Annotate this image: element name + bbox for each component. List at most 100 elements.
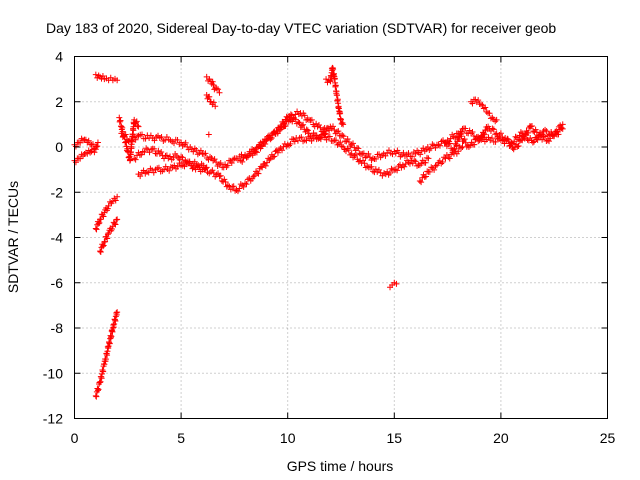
data-point	[281, 140, 288, 147]
series-deep-neg	[92, 309, 121, 400]
data-point	[257, 139, 264, 146]
data-point	[163, 152, 170, 159]
data-point	[213, 85, 220, 92]
data-point	[481, 131, 488, 138]
data-point	[398, 164, 405, 171]
data-point	[129, 138, 136, 145]
series-spike-12	[323, 64, 347, 128]
data-point	[137, 173, 144, 180]
data-point	[85, 137, 92, 144]
data-point	[348, 141, 355, 148]
plot-frame	[74, 56, 608, 419]
data-point	[483, 108, 490, 115]
data-point	[365, 150, 372, 157]
data-point	[174, 136, 181, 143]
x-axis-label: GPS time / hours	[287, 458, 394, 474]
data-point	[467, 142, 474, 149]
data-point	[330, 138, 337, 145]
data-point	[129, 131, 136, 138]
data-point	[94, 139, 101, 146]
data-point	[416, 162, 423, 169]
data-point	[554, 128, 561, 135]
data-point	[435, 141, 442, 148]
data-point	[335, 128, 342, 135]
y-tick-label: -4	[51, 230, 64, 246]
data-point	[179, 154, 186, 161]
series-lower-band	[131, 130, 432, 195]
y-tick-label: -6	[51, 275, 64, 291]
data-point	[132, 119, 139, 126]
data-point	[482, 104, 489, 111]
data-point	[286, 116, 293, 123]
data-point	[351, 152, 358, 159]
data-point	[323, 76, 330, 83]
data-point	[127, 149, 134, 156]
data-point	[94, 387, 101, 394]
y-axis-label: SDTVAR / TECUs	[5, 181, 21, 293]
data-point	[337, 139, 344, 146]
data-point	[392, 166, 399, 173]
data-point	[355, 145, 362, 152]
data-point	[424, 143, 431, 150]
data-point	[340, 133, 347, 140]
data-point	[453, 150, 460, 157]
data-point	[97, 378, 104, 385]
data-point	[112, 197, 119, 204]
data-point	[209, 167, 216, 174]
data-point	[425, 155, 432, 162]
data-point	[373, 155, 380, 162]
data-point	[174, 163, 181, 170]
data-point	[388, 165, 395, 172]
data-point	[105, 202, 112, 209]
series-outlier-15	[387, 279, 400, 291]
data-point	[107, 198, 114, 205]
data-point	[313, 120, 320, 127]
data-point	[308, 116, 315, 123]
data-point	[532, 126, 539, 133]
data-point	[326, 133, 333, 140]
data-point	[514, 143, 521, 150]
data-point	[517, 129, 524, 136]
data-point	[400, 149, 407, 156]
series-late-band	[442, 121, 566, 154]
data-point	[234, 156, 241, 163]
x-tick-label: 25	[600, 430, 616, 446]
data-point	[72, 159, 79, 166]
data-point	[132, 156, 139, 163]
data-point	[158, 133, 165, 140]
data-point	[313, 132, 320, 139]
y-tick-label: 2	[55, 94, 63, 110]
data-point	[221, 176, 228, 183]
data-point	[330, 123, 337, 130]
data-point	[250, 173, 257, 180]
data-point	[282, 122, 289, 129]
data-point	[230, 183, 237, 190]
data-point	[114, 309, 121, 316]
data-point	[295, 119, 302, 126]
data-point	[270, 129, 277, 136]
data-point	[303, 137, 310, 144]
data-point	[259, 164, 266, 171]
data-point	[553, 128, 560, 135]
data-point	[151, 137, 158, 144]
data-point	[212, 103, 219, 110]
data-point	[240, 183, 247, 190]
data-point	[439, 159, 446, 166]
data-point	[543, 128, 550, 135]
data-point	[259, 142, 266, 149]
data-point	[451, 145, 458, 152]
data-point	[92, 392, 99, 399]
data-point	[155, 164, 162, 171]
data-point	[145, 169, 152, 176]
data-point	[355, 158, 362, 165]
data-point	[411, 157, 418, 164]
data-point	[344, 135, 351, 142]
data-point	[95, 386, 102, 393]
x-tick-label: 5	[177, 430, 185, 446]
data-point	[181, 163, 188, 170]
data-point	[436, 142, 443, 149]
data-point	[274, 130, 281, 137]
data-point	[95, 72, 102, 79]
data-point	[347, 151, 354, 158]
x-tick-label: 0	[71, 430, 79, 446]
